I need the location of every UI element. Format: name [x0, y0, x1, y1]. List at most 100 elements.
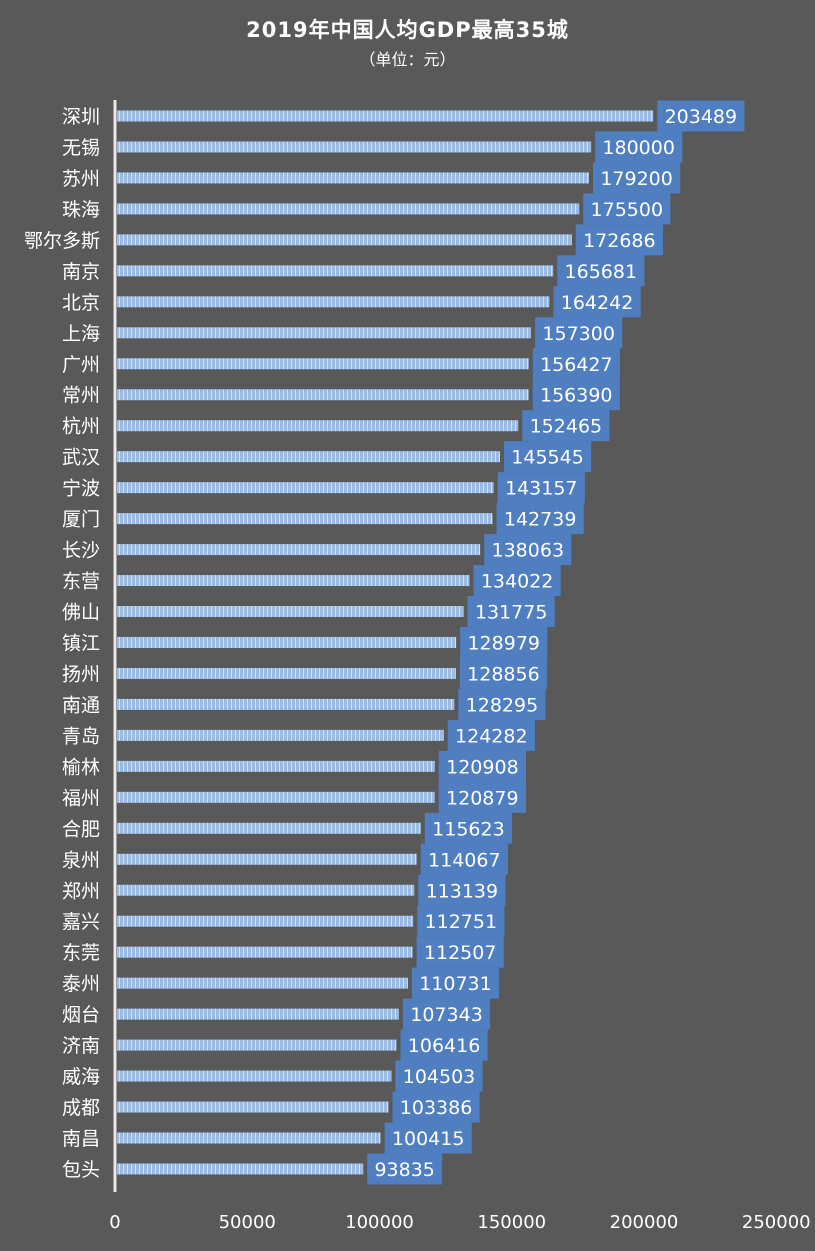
data-label: 145545	[511, 447, 584, 469]
category-label: 福州	[62, 787, 100, 809]
data-label: 128295	[466, 694, 539, 716]
category-label: 宁波	[62, 478, 100, 500]
category-label: 杭州	[62, 416, 100, 438]
bar	[117, 389, 529, 401]
bar	[117, 451, 500, 463]
data-label-box	[459, 657, 548, 689]
bar	[117, 544, 481, 556]
category-label: 包头	[62, 1159, 100, 1181]
chart-title: 2019年中国人均GDP最高35城	[246, 18, 569, 42]
data-label-box	[416, 936, 504, 968]
category-label: 武汉	[62, 447, 100, 469]
data-label: 152465	[530, 416, 603, 438]
data-label: 164242	[561, 292, 634, 314]
bar	[117, 1008, 399, 1020]
data-label-box	[438, 750, 527, 782]
data-label: 103386	[400, 1097, 473, 1119]
bar	[117, 327, 532, 339]
data-label: 134022	[481, 571, 554, 593]
bar	[117, 729, 444, 741]
data-label: 120908	[446, 756, 519, 778]
data-label-box	[395, 1060, 483, 1092]
bar	[117, 172, 589, 184]
data-label-box	[532, 348, 620, 380]
data-label-box	[424, 812, 513, 844]
bar	[117, 110, 654, 122]
bar	[117, 234, 572, 246]
category-label: 鄂尔多斯	[24, 230, 100, 252]
data-label: 156390	[540, 385, 613, 407]
bar	[117, 265, 554, 277]
data-label-box	[496, 503, 584, 535]
data-label-box	[392, 1091, 480, 1123]
category-label: 合肥	[62, 818, 100, 840]
data-label: 128856	[467, 663, 540, 685]
category-label: 苏州	[62, 168, 100, 190]
category-label: 济南	[62, 1035, 100, 1057]
data-label: 179200	[600, 168, 673, 190]
x-tick-label: 150000	[477, 1212, 546, 1233]
x-tick-label: 200000	[610, 1212, 679, 1233]
bar	[117, 915, 414, 927]
category-label: 扬州	[62, 663, 100, 685]
bar	[117, 1163, 364, 1175]
category-label: 东莞	[62, 942, 100, 964]
category-label: 嘉兴	[62, 911, 100, 933]
bar	[117, 575, 470, 587]
bar	[117, 698, 455, 710]
category-label: 郑州	[62, 880, 100, 902]
data-label-box	[575, 224, 663, 256]
category-label: 南京	[62, 261, 100, 283]
bar	[117, 141, 592, 153]
bar	[117, 667, 456, 679]
x-tick-label: 250000	[742, 1212, 811, 1233]
data-label-box	[438, 781, 526, 813]
category-label: 榆林	[62, 756, 100, 778]
bar	[117, 791, 435, 803]
data-label: 131775	[475, 602, 548, 624]
category-label: 深圳	[62, 106, 100, 128]
x-tick-label: 100000	[345, 1212, 414, 1233]
data-label-box	[411, 967, 500, 999]
data-label: 143157	[505, 478, 578, 500]
bar	[117, 822, 421, 834]
category-label: 上海	[62, 323, 100, 345]
category-label: 东营	[62, 571, 100, 593]
bar	[117, 420, 519, 432]
category-label: 成都	[62, 1097, 100, 1119]
data-label-box	[400, 1029, 488, 1061]
data-label-box	[460, 626, 548, 658]
data-label: 172686	[583, 230, 656, 252]
category-label: 长沙	[62, 540, 100, 562]
data-label: 124282	[455, 725, 528, 747]
category-label: 南昌	[62, 1128, 100, 1150]
x-tick-label: 0	[109, 1212, 120, 1233]
data-label: 138063	[492, 540, 565, 562]
data-label: 115623	[432, 818, 505, 840]
bar	[117, 884, 415, 896]
data-label: 142739	[504, 509, 577, 531]
data-label: 203489	[665, 106, 738, 128]
data-label-box	[557, 255, 645, 287]
bar	[117, 946, 413, 958]
bar	[117, 203, 580, 215]
bar	[117, 977, 408, 989]
bar	[117, 296, 550, 308]
x-tick-label: 50000	[219, 1212, 276, 1233]
category-label: 南通	[62, 694, 100, 716]
data-label: 107343	[410, 1004, 483, 1026]
data-label-box	[447, 719, 535, 751]
category-label: 烟台	[62, 1004, 100, 1026]
bar	[117, 606, 464, 618]
data-label: 110731	[419, 973, 492, 995]
data-label: 112751	[425, 911, 498, 933]
bar	[117, 482, 494, 494]
data-label: 106416	[408, 1035, 481, 1057]
data-label: 165681	[565, 261, 638, 283]
data-label-box	[484, 534, 572, 566]
category-label: 厦门	[62, 509, 100, 531]
data-label-box	[467, 596, 555, 628]
bar	[117, 853, 417, 865]
data-label-box	[553, 286, 641, 318]
